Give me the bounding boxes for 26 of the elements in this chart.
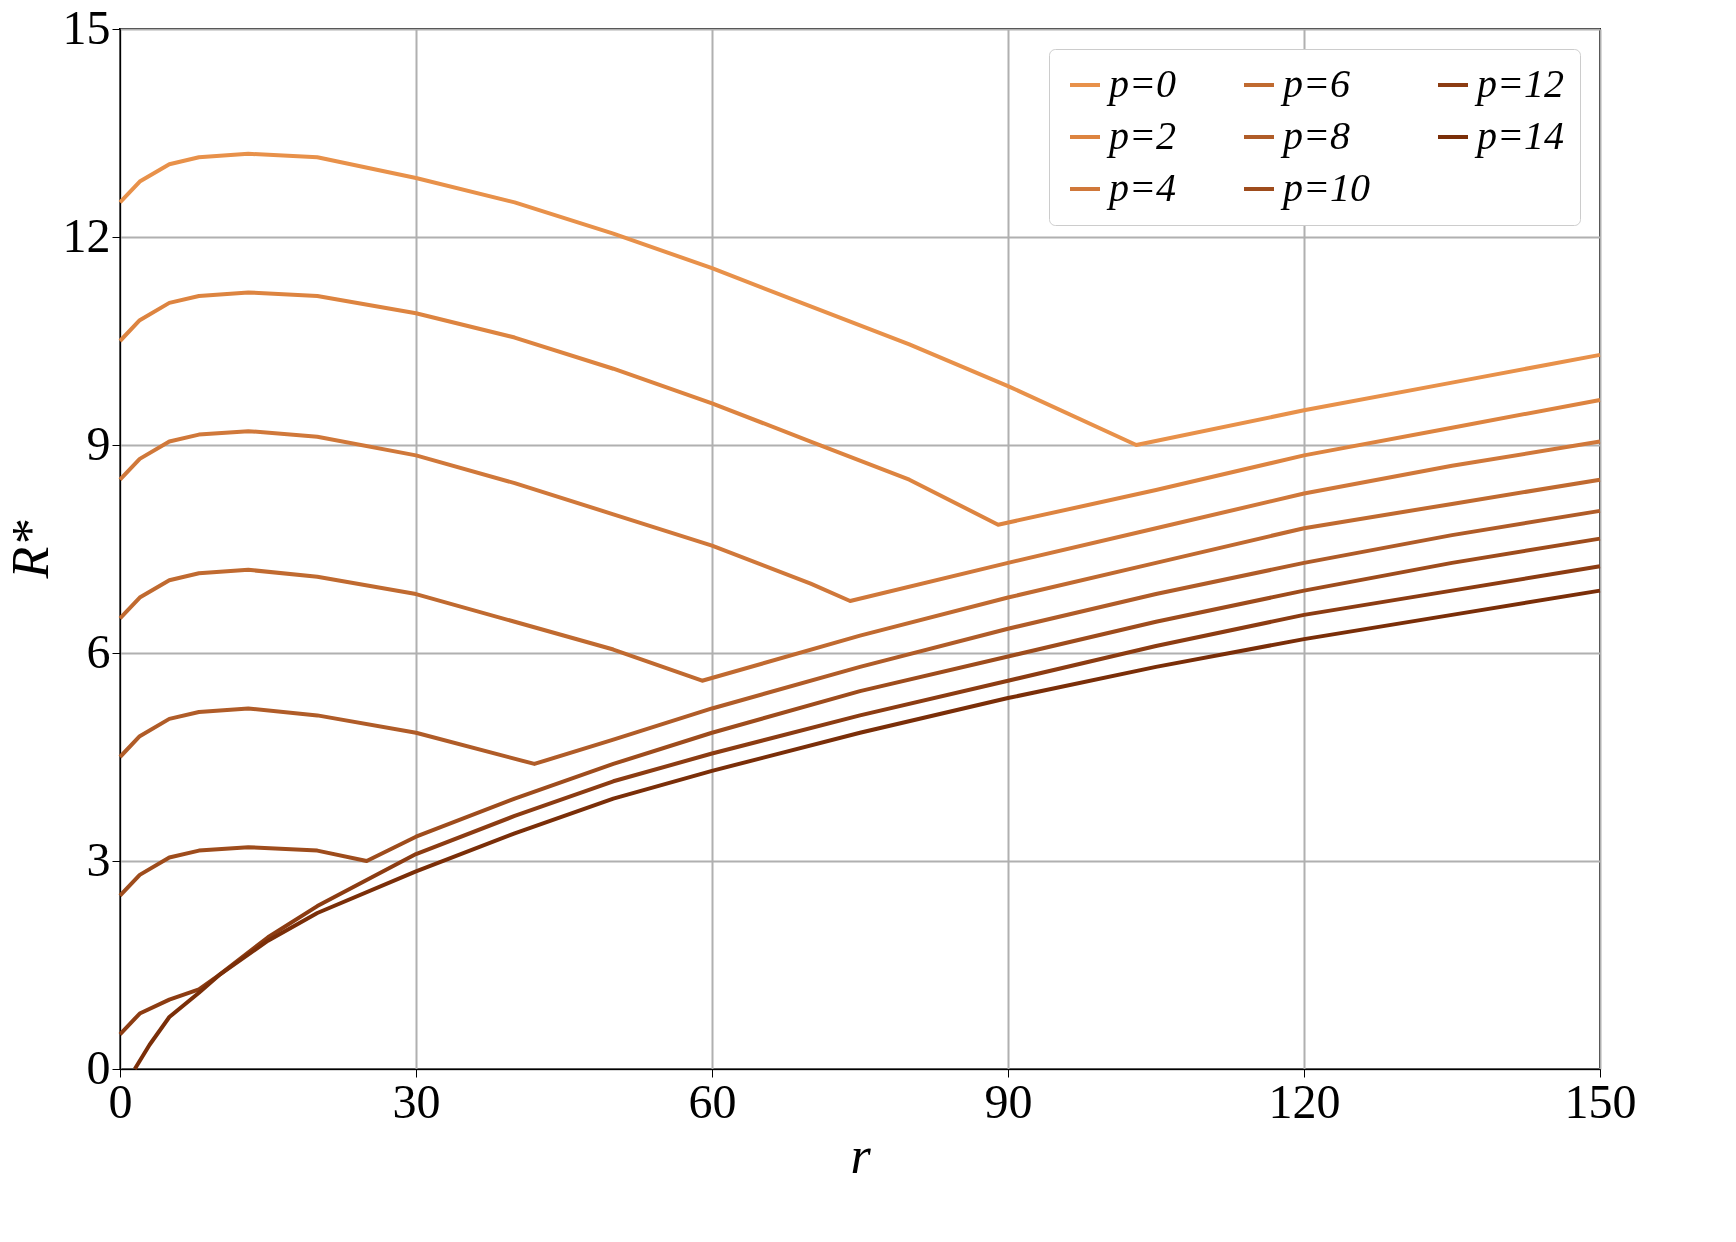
legend-label: p=2: [1106, 113, 1176, 158]
x-tick-label: 150: [1564, 1074, 1637, 1128]
legend-label: p=8: [1280, 113, 1350, 158]
legend-label: p=12: [1474, 61, 1564, 106]
line-series: [118, 477, 1602, 683]
line-series: [118, 536, 1602, 898]
y-tick-label: 6: [86, 624, 111, 678]
y-axis-title: R*: [1, 520, 59, 580]
x-tick-label: 60: [688, 1074, 737, 1128]
legend-label: p=6: [1280, 61, 1350, 106]
x-axis-title: r: [850, 1126, 872, 1184]
x-tick-label: 120: [1268, 1074, 1341, 1128]
x-tick-label: 30: [392, 1074, 441, 1128]
y-tick-label: 3: [86, 832, 111, 886]
y-tick-label: 0: [86, 1040, 111, 1094]
y-tick-label: 12: [62, 208, 111, 262]
line-series: [118, 508, 1602, 766]
legend-label: p=4: [1106, 165, 1176, 210]
x-tick-label: 90: [984, 1074, 1033, 1128]
line-series: [118, 429, 1602, 603]
y-tick-label: 15: [62, 0, 111, 54]
legend-label: p=14: [1474, 113, 1564, 158]
legend-label: p=0: [1106, 61, 1176, 106]
line-series: [118, 290, 1602, 527]
legend-label: p=10: [1280, 165, 1370, 210]
y-tick-label: 9: [86, 416, 111, 470]
